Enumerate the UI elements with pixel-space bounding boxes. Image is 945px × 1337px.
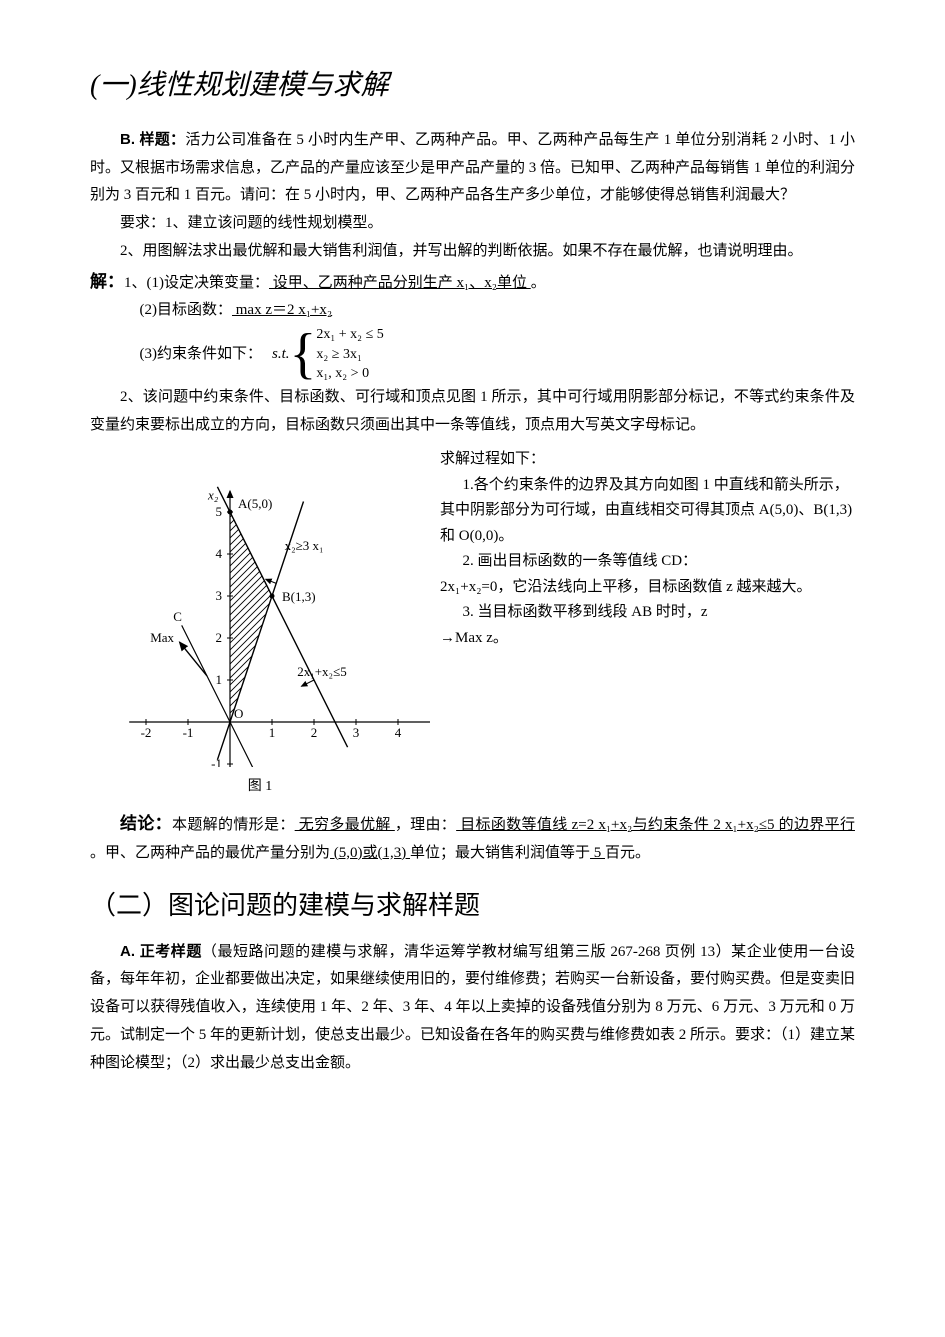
case-1: 2x₁ + x₂ ≤ 5 [316, 325, 383, 345]
step-3a: 3. 当目标函数平移到线段 AB 时时，z [440, 600, 855, 626]
svg-text:4: 4 [216, 546, 223, 561]
steps-title: 求解过程如下： [440, 447, 855, 473]
concl-c: 。甲、乙两种产品的最优产量分别为 [90, 845, 330, 861]
solve-line-2: (2)目标函数： max z＝2 x₁+x₂ [90, 297, 855, 325]
svg-text:3: 3 [353, 725, 360, 740]
concl-u1: 无穷多最优解 [295, 817, 395, 833]
solution-steps: 求解过程如下： 1.各个约束条件的边界及其方向如图 1 中直线和箭头所示，其中阴… [430, 447, 855, 651]
solve-2u: max z＝2 x₁+x₂ [232, 302, 332, 318]
step-3b: →Max z。 [440, 626, 855, 652]
solve-1end: 。 [531, 275, 546, 291]
concl-a: 本题解的情形是： [172, 817, 295, 833]
section-2-prefix: A. 正考样题 [120, 943, 202, 960]
section-2-text: （最短路问题的建模与求解，清华运筹学教材编写组第三版 267-268 页例 13… [90, 944, 855, 1071]
sample-body: 活力公司准备在 5 小时内生产甲、乙两种产品。甲、乙两种产品每生产 1 单位分别… [90, 132, 855, 204]
svg-text:-2: -2 [141, 725, 152, 740]
left-brace-icon: { [290, 326, 317, 382]
svg-text:1: 1 [269, 725, 276, 740]
svg-text:A(5,0): A(5,0) [238, 496, 272, 511]
figure-1: -2-112345-112345A(5,0)B(1,3)Ox₁x₂x₂≥3 x₁… [90, 447, 430, 800]
solve-2a: (2)目标函数： [140, 302, 233, 318]
section-2-body: A. 正考样题（最短路问题的建模与求解，清华运筹学教材编写组第三版 267-26… [90, 938, 855, 1078]
concl-u3: (5,0)或(1,3) [330, 845, 410, 861]
concl-d: 单位；最大销售利润值等于 [410, 845, 590, 861]
case-2: x₂ ≥ 3x₁ [316, 345, 383, 365]
svg-text:B(1,3): B(1,3) [282, 589, 316, 604]
solve-3a: (3)约束条件如下： [140, 341, 263, 369]
figure-caption: 图 1 [90, 774, 430, 800]
svg-text:2x₁+x₂≤5: 2x₁+x₂≤5 [297, 664, 347, 679]
svg-text:O: O [234, 706, 243, 721]
svg-text:Max: Max [150, 631, 174, 646]
step-2a: 2. 画出目标函数的一条等值线 CD： [440, 549, 855, 575]
svg-text:x₂: x₂ [207, 488, 219, 503]
solve-prefix: 解： [90, 272, 124, 291]
lp-graph-svg: -2-112345-112345A(5,0)B(1,3)Ox₁x₂x₂≥3 x₁… [90, 447, 430, 767]
concl-e: 百元。 [605, 845, 650, 861]
svg-text:C: C [173, 610, 182, 625]
concl-b: ，理由： [395, 817, 456, 833]
svg-text:-1: -1 [211, 756, 222, 767]
step-2b: 2x₁+x₂=0，它沿法线向上平移，目标函数值 z 越来越大。 [440, 575, 855, 601]
solve-line-1: 解：1、(1)设定决策变量： 设甲、乙两种产品分别生产 x₁、x₂单位 。 [90, 266, 855, 298]
svg-text:-1: -1 [183, 725, 194, 740]
figure-and-steps: -2-112345-112345A(5,0)B(1,3)Ox₁x₂x₂≥3 x₁… [90, 447, 855, 800]
st-label: s.t. [272, 341, 290, 369]
svg-text:2: 2 [216, 630, 223, 645]
svg-text:2: 2 [311, 725, 318, 740]
sample-problem: B. 样题：活力公司准备在 5 小时内生产甲、乙两种产品。甲、乙两种产品每生产 … [90, 126, 855, 210]
constraint-cases: s.t. { 2x₁ + x₂ ≤ 5 x₂ ≥ 3x₁ x₁, x₂ > 0 [262, 325, 384, 384]
solve-para-2: 2、该问题中约束条件、目标函数、可行域和顶点见图 1 所示，其中可行域用阴影部分… [90, 384, 855, 440]
solve-1a: 1、(1)设定决策变量： [124, 275, 269, 291]
step-1: 1.各个约束条件的边界及其方向如图 1 中直线和箭头所示，其中阴影部分为可行域，… [440, 473, 855, 550]
requirement-1: 要求：1、建立该问题的线性规划模型。 [90, 210, 855, 238]
requirement-2: 2、用图解法求出最优解和最大销售利润值，并写出解的判断依据。如果不存在最优解，也… [90, 238, 855, 266]
svg-text:1: 1 [216, 672, 223, 687]
concl-prefix: 结论： [120, 814, 172, 833]
svg-text:4: 4 [395, 725, 402, 740]
conclusion: 结论：本题解的情形是： 无穷多最优解 ，理由： 目标函数等值线 z=2 x₁+x… [90, 808, 855, 868]
svg-text:x₂≥3 x₁: x₂≥3 x₁ [285, 538, 324, 553]
case-3: x₁, x₂ > 0 [316, 364, 383, 384]
concl-u4: 5 [590, 845, 605, 861]
solve-1u: 设甲、乙两种产品分别生产 x₁、x₂单位 [269, 275, 531, 291]
section-1-title: (一)线性规划建模与求解 [90, 60, 855, 112]
section-2-title: （二）图论问题的建模与求解样题 [90, 881, 855, 929]
svg-text:3: 3 [216, 588, 223, 603]
concl-u2: 目标函数等值线 z=2 x₁+x₂与约束条件 2 x₁+x₂≤5 的边界平行 [456, 817, 855, 833]
solve-line-3: (3)约束条件如下： s.t. { 2x₁ + x₂ ≤ 5 x₂ ≥ 3x₁ … [90, 325, 855, 384]
sample-prefix: B. 样题： [120, 131, 185, 148]
svg-text:5: 5 [216, 504, 223, 519]
